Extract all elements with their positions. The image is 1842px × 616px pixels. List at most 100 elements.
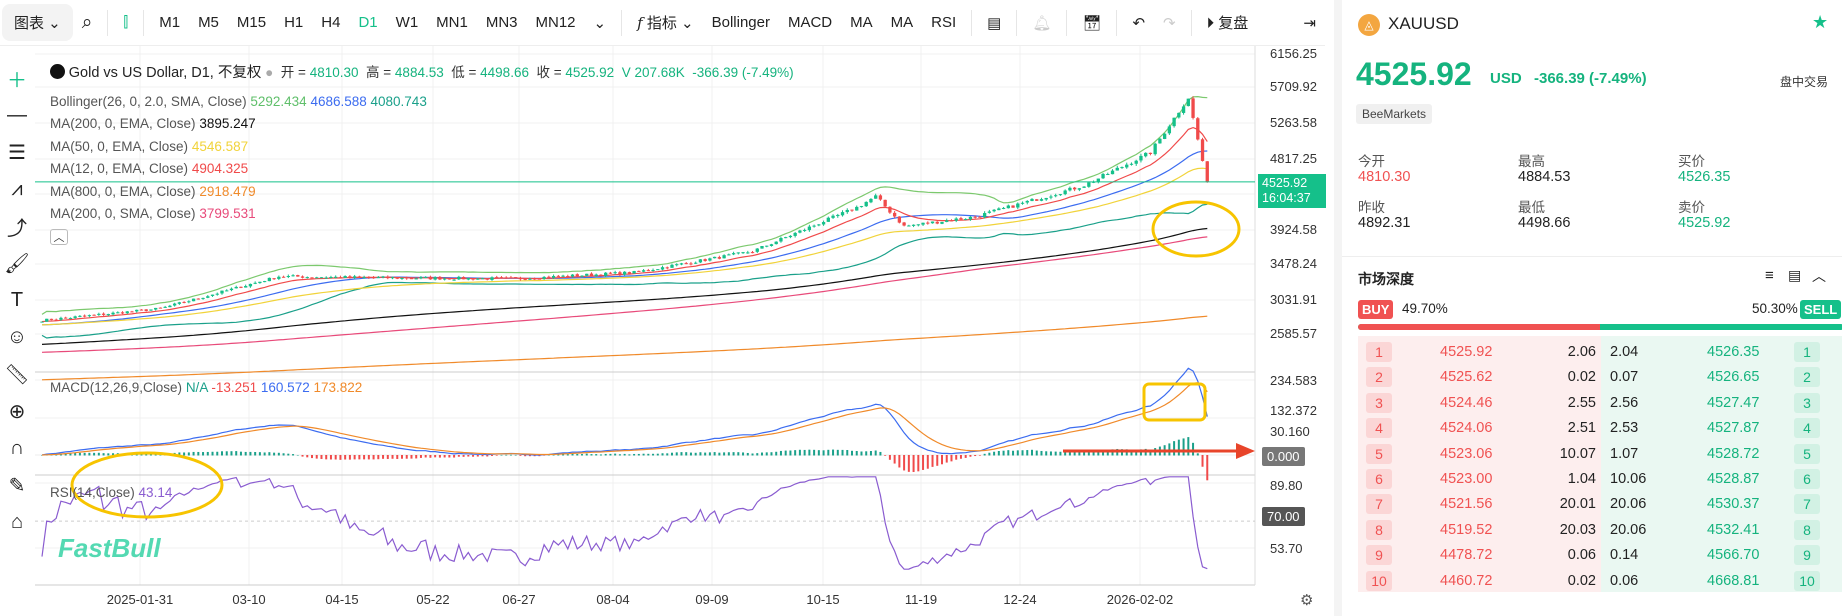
collapse-icon[interactable]: ︿ (1812, 268, 1826, 284)
macd-histogram-bar (202, 452, 205, 456)
indicator-legend-row[interactable]: MA(800, 0, EMA, Close) 2918.479 (50, 181, 794, 204)
bid-price: 4478.72 (1440, 547, 1493, 564)
macd-histogram-bar (453, 455, 456, 458)
book-icon[interactable]: ▤ (1788, 267, 1802, 283)
eraser-icon[interactable]: ⌂ (10, 511, 24, 533)
line-tool-icon[interactable]: — (7, 104, 27, 126)
time-axis-label: 10-15 (806, 592, 840, 607)
redo-icon[interactable]: ↷ (1163, 14, 1176, 32)
indicator-value: 4546.587 (191, 138, 249, 154)
timeframe-w1[interactable]: W1 (395, 14, 419, 31)
channel-tool-icon[interactable]: ☰ (8, 142, 26, 164)
indicator-shortcut-ma[interactable]: MA (890, 14, 914, 31)
brush-icon[interactable]: 🖌︎ (4, 253, 30, 275)
candle-body (698, 259, 703, 263)
list-view-icon[interactable]: ≡ (1765, 267, 1774, 284)
search-icon[interactable]: ⌕ (81, 11, 93, 33)
stat-label: 最高 (1518, 154, 1545, 169)
indicator-legend-row[interactable]: MA(12, 0, EMA, Close) 4904.325 (50, 158, 794, 181)
stat-value: 4884.53 (1518, 169, 1571, 185)
candle-body (570, 274, 575, 277)
indicator-shortcut-macd[interactable]: MACD (787, 14, 833, 31)
fullscreen-icon[interactable]: ⇥ (1303, 14, 1316, 32)
timeframe-h4[interactable]: H4 (321, 14, 341, 31)
candle-body (878, 195, 883, 200)
timeframe-mn3[interactable]: MN3 (485, 14, 518, 31)
timeframe-d1[interactable]: D1 (358, 14, 378, 31)
time-axis-label: 11-19 (904, 592, 938, 607)
favorite-star-icon[interactable]: ★ (1812, 12, 1829, 32)
annotation-arrowhead (1236, 443, 1255, 459)
macd-histogram-bar (472, 455, 475, 457)
indicators-button[interactable]: f 指标 ⌄ (637, 14, 694, 32)
candle-body (461, 276, 466, 280)
timeframe-m15[interactable]: M15 (236, 14, 267, 31)
candle-body (258, 281, 262, 284)
alert-bell-icon[interactable]: 🔔︎ (1032, 14, 1052, 32)
chevron-down-icon[interactable]: ⌄ (593, 14, 607, 32)
timeframe-mn1[interactable]: MN1 (436, 14, 468, 31)
undo-icon[interactable]: ↶ (1132, 14, 1146, 32)
macd-histogram-bar (495, 455, 498, 456)
macd-histogram-bar (524, 455, 527, 457)
magnet-icon[interactable]: ∩ (9, 437, 25, 459)
chart-settings-icon[interactable]: ⚙ (1300, 592, 1314, 609)
macd-histogram-bar (955, 455, 958, 460)
indicator-value: 2918.479 (199, 183, 256, 199)
price-chart[interactable] (0, 0, 1334, 616)
candle-body (641, 270, 646, 272)
macd-histogram-bar (869, 451, 872, 456)
ask-volume: 0.06 (1610, 572, 1639, 589)
text-tool-icon[interactable]: T (10, 289, 24, 311)
chart-menu-button[interactable]: 图表 ⌄ (2, 4, 73, 41)
ruler-icon[interactable]: 📏︎ (4, 364, 30, 386)
layout-icon[interactable]: ▤ (987, 14, 1002, 32)
lock-drawings-icon[interactable]: ✎ (8, 475, 26, 497)
candle-body (433, 277, 437, 280)
candle-body (646, 270, 650, 272)
candle-body (120, 312, 125, 314)
timeframe-h1[interactable]: H1 (284, 14, 304, 31)
broker-tag[interactable]: BeeMarkets (1356, 104, 1433, 124)
pattern-tool-icon[interactable]: ⩘ (11, 178, 23, 200)
macd-histogram-bar (680, 452, 683, 456)
macd-histogram-bar (41, 455, 43, 456)
candle-body (1016, 203, 1020, 208)
indicator-legend-row[interactable]: MA(50, 0, EMA, Close) 4546.587 (50, 136, 794, 159)
candle-body (869, 198, 873, 203)
crosshair-icon[interactable]: ＋ (7, 70, 27, 92)
calendar-icon[interactable]: 📅︎ (1082, 14, 1102, 32)
candlestick-icon[interactable]: ⫿ (123, 14, 129, 31)
indicator-shortcut-rsi[interactable]: RSI (931, 14, 957, 31)
indicator-legend-row[interactable]: Bollinger(26, 0, 2.0, SMA, Close) 5292.4… (50, 91, 794, 114)
replay-button[interactable]: ⏵ 复盘 (1206, 15, 1249, 32)
indicator-legend-row[interactable]: MA(200, 0, SMA, Close) 3799.531 (50, 203, 794, 226)
candle-body (736, 252, 740, 254)
candle-body (1177, 112, 1181, 118)
symbol-title: Gold vs US Dollar, D1, 不复权 (68, 65, 262, 81)
indicator-shortcut-ma[interactable]: MA (850, 14, 873, 31)
zoom-in-icon[interactable]: ⊕ (8, 401, 26, 423)
function-icon: f (637, 14, 643, 32)
timeframe-mn12[interactable]: MN12 (535, 14, 576, 31)
candle-body (1077, 188, 1082, 190)
candle-body (291, 275, 295, 277)
currency: USD (1490, 70, 1522, 87)
macd-histogram-bar (922, 455, 925, 470)
candle-body (845, 209, 849, 213)
rsi-axis-label: 89.80 (1270, 478, 1303, 493)
order-book-row: 6 4523.00 1.04 10.06 4528.87 6 (1360, 468, 1820, 492)
timeframe-m1[interactable]: M1 (159, 14, 181, 31)
indicator-shortcut-bollinger[interactable]: Bollinger (711, 14, 770, 31)
indicator-legend-row[interactable]: MA(200, 0, EMA, Close) 3895.247 (50, 113, 794, 136)
candle-body (755, 248, 759, 252)
ask-volume: 10.06 (1610, 471, 1647, 487)
emoji-icon[interactable]: ☺ (6, 326, 28, 348)
fib-tool-icon[interactable]: ⤴ (7, 218, 27, 240)
collapse-legend-button[interactable]: ︿ (50, 228, 68, 245)
macd-histogram-bar (794, 450, 797, 456)
chart-toolbar: 图表 ⌄ ⌕ ⫿ M1 M5 M15 H1 H4 D1 W1 MN1 MN3 MN12 ⌄ f 指… (0, 0, 1325, 46)
candle-body (272, 278, 276, 280)
macd-histogram-bar (424, 455, 427, 458)
timeframe-m5[interactable]: M5 (198, 14, 219, 31)
